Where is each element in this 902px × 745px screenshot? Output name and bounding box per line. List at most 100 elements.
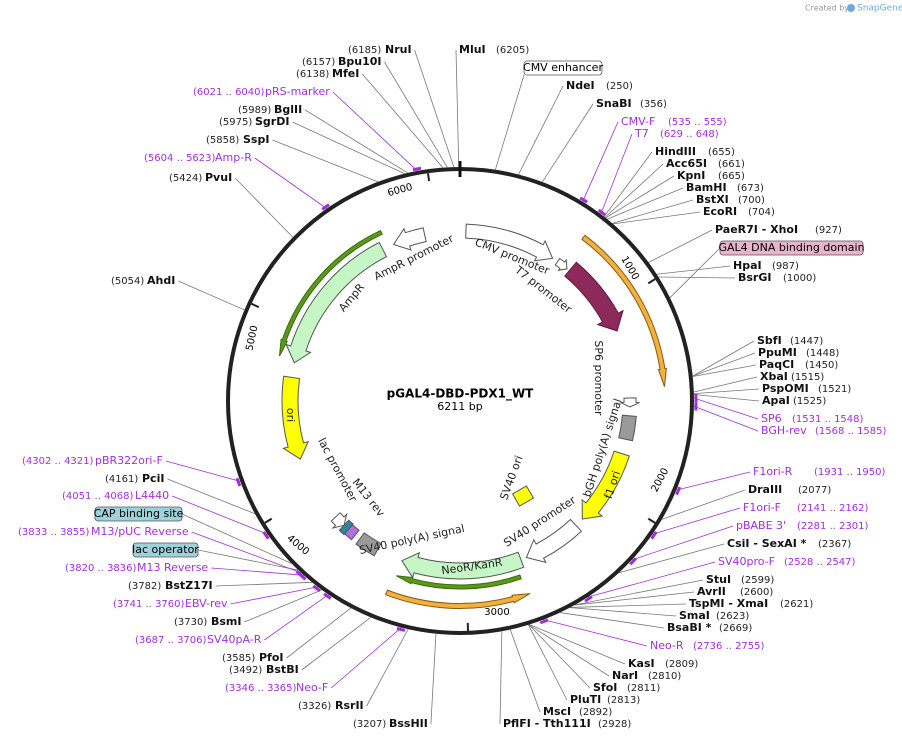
label-position: (2077) bbox=[798, 485, 831, 496]
label-name: SV40pA-R bbox=[207, 633, 262, 646]
leader-line bbox=[331, 628, 401, 688]
leader-line bbox=[456, 50, 459, 167]
label-position: (6157) bbox=[302, 57, 335, 68]
label-name: SV40pro-F bbox=[718, 555, 775, 568]
label-position: (2623) bbox=[716, 611, 749, 622]
leader-line bbox=[657, 266, 730, 274]
leader-line bbox=[560, 613, 664, 628]
leader-line bbox=[612, 200, 693, 223]
ring-tick-label: 3000 bbox=[484, 607, 509, 618]
leader-line bbox=[166, 461, 240, 481]
label-name: Amp-R bbox=[215, 151, 252, 164]
label-position: (4051 .. 4068) bbox=[62, 491, 134, 502]
label-position: (356) bbox=[640, 99, 667, 110]
label-position: (1525) bbox=[793, 396, 826, 407]
label-position: (1931 .. 1950) bbox=[814, 467, 886, 478]
label-position: (5858) bbox=[206, 135, 239, 146]
feature-label: lac promoter bbox=[315, 436, 360, 505]
leader-line bbox=[529, 625, 625, 664]
label-position: (3833 .. 3855) bbox=[18, 527, 90, 538]
gal4-arrow bbox=[565, 262, 623, 331]
label-position: (2141 .. 2162) bbox=[797, 503, 869, 514]
leader-line bbox=[415, 50, 454, 167]
label-position: (927) bbox=[815, 225, 842, 236]
label-name: BstZ17I bbox=[165, 579, 213, 592]
t7-promoter-arrow bbox=[555, 259, 567, 271]
neor-orf-arrow-outer bbox=[386, 590, 530, 608]
label-position: (661) bbox=[718, 159, 745, 170]
label-position: (2810) bbox=[648, 671, 681, 682]
leader-line bbox=[302, 617, 371, 670]
label-position: (2669) bbox=[719, 623, 752, 634]
label-position: (5054) bbox=[111, 276, 144, 287]
leader-line bbox=[500, 631, 502, 724]
label-name: PluTI bbox=[570, 693, 601, 706]
label-name: EBV-rev bbox=[185, 597, 228, 610]
leader-line bbox=[287, 608, 351, 658]
feature-label: SP6 promoter bbox=[592, 340, 605, 416]
lac-promoter-arrow bbox=[331, 513, 346, 528]
leader-line bbox=[245, 590, 322, 622]
ring-tick-label: 6000 bbox=[386, 182, 413, 199]
leader-line bbox=[670, 248, 720, 298]
label-position: (673) bbox=[737, 183, 764, 194]
leader-line bbox=[613, 212, 700, 224]
label-name: M13 Reverse bbox=[137, 561, 208, 574]
leader-line bbox=[431, 634, 436, 724]
label-name: CsiI - SexAI * bbox=[727, 537, 807, 550]
feature-label: ori bbox=[284, 408, 297, 422]
label-name: RsrII bbox=[335, 699, 364, 712]
leader-line bbox=[528, 625, 567, 700]
leader-line bbox=[694, 398, 758, 419]
label-position: (3730) bbox=[174, 617, 207, 628]
label-position: (3346 .. 3365) bbox=[225, 683, 297, 694]
label-name: BstBI bbox=[266, 663, 299, 676]
leader-line bbox=[362, 74, 443, 168]
label-position: (987) bbox=[772, 261, 799, 272]
label-name: MfeI bbox=[332, 67, 359, 80]
primer-mark bbox=[237, 478, 240, 486]
leader-line bbox=[570, 604, 686, 607]
label-position: (4302 .. 4321) bbox=[22, 456, 94, 467]
label-position: (3207) bbox=[353, 719, 386, 730]
label-name: ApaI bbox=[762, 394, 790, 407]
leader-line bbox=[235, 178, 293, 237]
label-position: (5975) bbox=[219, 117, 252, 128]
label-position: (2621) bbox=[780, 599, 813, 610]
label-position: (6138) bbox=[296, 69, 329, 80]
ring-tick-label: 5000 bbox=[244, 325, 260, 352]
leader-line bbox=[305, 110, 408, 173]
watermark-logo bbox=[847, 4, 855, 12]
leader-line bbox=[649, 230, 712, 262]
label-name: EcoRI bbox=[703, 205, 737, 218]
leader-line bbox=[607, 188, 683, 219]
label-position: (5424) bbox=[169, 173, 202, 184]
label-position: (700) bbox=[738, 195, 765, 206]
label-name: NdeI bbox=[566, 79, 595, 92]
label-name: BsaBI * bbox=[667, 621, 712, 634]
label-name: BGH-rev bbox=[761, 424, 807, 437]
ring-tick bbox=[252, 304, 259, 307]
sv40-ori-box bbox=[513, 486, 534, 506]
label-position: (2813) bbox=[607, 695, 640, 706]
leader-line bbox=[519, 86, 563, 174]
ring-tick bbox=[648, 279, 655, 283]
leader-line bbox=[495, 75, 524, 170]
label-name: PvuI bbox=[205, 171, 232, 184]
leader-line bbox=[570, 608, 676, 616]
label-position: (6205) bbox=[496, 45, 529, 56]
ring-tick-label: 4000 bbox=[284, 533, 311, 558]
label-position: (1568 .. 1585) bbox=[815, 426, 887, 437]
feature-box-label: CAP binding site bbox=[94, 507, 184, 520]
label-name: MluI bbox=[459, 43, 486, 56]
label-position: (3326) bbox=[298, 701, 331, 712]
label-name: pRS-marker bbox=[265, 85, 330, 98]
label-name: pBR322ori-F bbox=[95, 454, 163, 467]
leader-line bbox=[605, 164, 663, 217]
label-name: T7 bbox=[634, 127, 649, 140]
watermark-prefix: Created by bbox=[805, 4, 849, 13]
feature-box-label: lac operator bbox=[132, 543, 199, 556]
label-position: (704) bbox=[748, 207, 775, 218]
label-name: Neo-R bbox=[650, 639, 684, 652]
